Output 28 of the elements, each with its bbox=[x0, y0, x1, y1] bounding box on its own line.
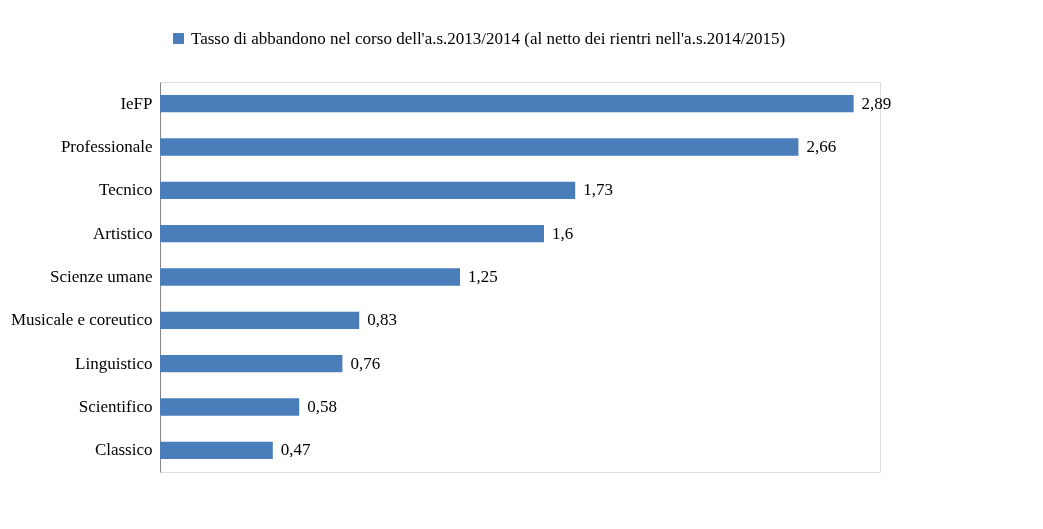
data-label: 2,66 bbox=[806, 137, 837, 156]
bar bbox=[160, 398, 300, 416]
bar bbox=[160, 181, 576, 199]
y-tick-label: Musicale e coreutico bbox=[10, 310, 153, 330]
data-label: 0,58 bbox=[307, 397, 337, 416]
data-label: 0,76 bbox=[350, 353, 381, 373]
data-label: 0,47 bbox=[280, 440, 312, 460]
y-tick-label: Linguistico bbox=[75, 353, 153, 373]
legend-label: Tasso di abbandono nel corso dell'a.s.2013/2014 (al netto dei rientri nell'a.s.2014/2015) bbox=[191, 28, 786, 48]
bar bbox=[160, 95, 854, 113]
data-label: 1,25 bbox=[468, 267, 498, 286]
y-tick-label: Artistico bbox=[93, 223, 153, 243]
bar bbox=[160, 441, 273, 459]
bar bbox=[160, 355, 343, 373]
bar bbox=[160, 268, 460, 286]
data-label: 2,89 bbox=[861, 93, 892, 113]
data-label: 0,83 bbox=[367, 310, 397, 330]
data-label: 1,73 bbox=[583, 180, 613, 200]
y-tick-label: Tecnico bbox=[98, 180, 153, 200]
bar bbox=[160, 225, 544, 243]
data-label: 1,6 bbox=[552, 223, 574, 243]
bar bbox=[160, 311, 360, 329]
y-tick-label: Professionale bbox=[60, 137, 153, 156]
bar bbox=[160, 138, 799, 156]
y-tick-label: Scientifico bbox=[78, 397, 153, 416]
y-tick-label: Scienze umane bbox=[50, 267, 153, 286]
y-tick-label: Classico bbox=[94, 440, 153, 460]
y-tick-label: IeFP bbox=[120, 93, 153, 113]
